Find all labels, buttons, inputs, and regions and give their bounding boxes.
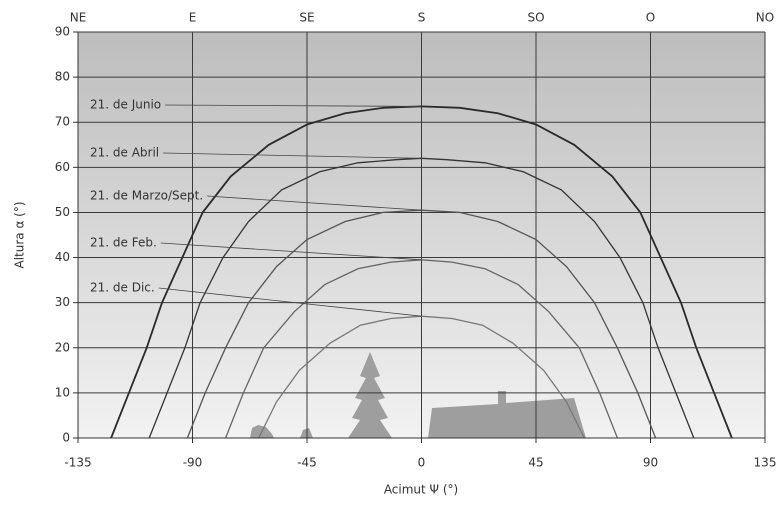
x-tick-label: -135: [64, 456, 91, 470]
y-tick-label: 10: [55, 385, 70, 399]
series-label: 21. de Abril: [90, 146, 159, 160]
compass-label: SE: [299, 11, 314, 25]
y-tick-label: 80: [55, 70, 70, 84]
x-tick-label: 90: [643, 456, 658, 470]
y-tick-label: 30: [55, 295, 70, 309]
compass-label: NO: [756, 11, 774, 25]
x-tick-label: -90: [183, 456, 203, 470]
series-label: 21. de Feb.: [90, 236, 157, 250]
series-label: 21. de Dic.: [90, 281, 155, 295]
compass-label: S: [418, 11, 426, 25]
compass-label: E: [189, 11, 197, 25]
x-axis-label: Acimut Ψ (°): [384, 483, 458, 497]
compass-label: O: [646, 11, 655, 25]
compass-label: SO: [527, 11, 544, 25]
x-tick-label: 135: [754, 456, 777, 470]
chart: Acimut Ψ (°) Altura α (°) 0 10 20 30 40 50 60 7…: [0, 0, 782, 502]
y-tick-label: 60: [55, 160, 70, 174]
y-tick-label: 50: [55, 205, 70, 219]
x-tick-label: 45: [528, 456, 543, 470]
y-axis-label: Altura α (°): [13, 201, 27, 268]
series-label: 21. de Marzo/Sept.: [90, 189, 203, 203]
y-tick-label: 40: [55, 250, 70, 264]
x-tick-label: 0: [418, 456, 426, 470]
series-label: 21. de Junio: [90, 98, 161, 112]
x-tick-label: -45: [297, 456, 317, 470]
y-tick-label: 90: [55, 25, 70, 39]
compass-label: NE: [70, 11, 87, 25]
y-tick-label: 20: [55, 340, 70, 354]
y-tick-label: 70: [55, 115, 70, 129]
y-tick-label: 0: [62, 431, 70, 445]
